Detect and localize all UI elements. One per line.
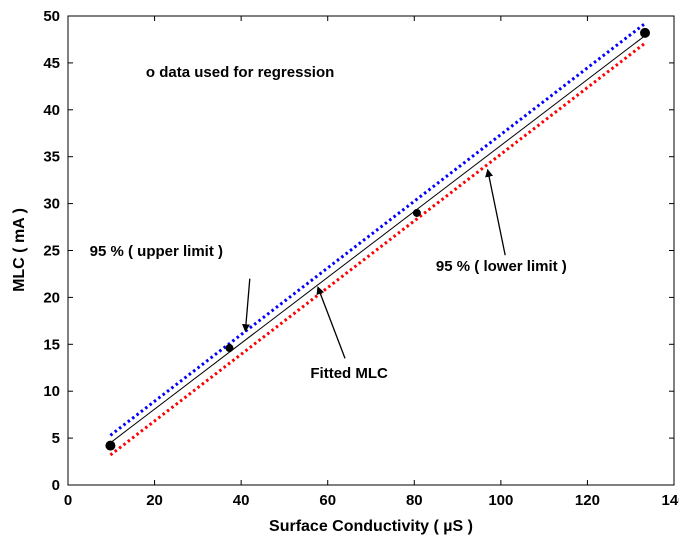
y-tick-label: 20 [43,289,60,306]
y-tick-label: 45 [43,55,60,72]
data-point [105,440,116,451]
annotation-label: 95 % ( upper limit ) [90,243,223,260]
annotation-arrow [241,278,251,333]
annotation-label: o data used for regression [146,64,334,81]
data-point [412,208,421,217]
y-tick-label: 30 [43,196,60,213]
x-tick-label: 140 [661,492,679,509]
fitted-mlc-line [110,35,646,444]
y-tick-label: 35 [43,149,60,166]
data-point [225,344,234,353]
y-axis-title: MLC ( mA ) [11,208,28,292]
x-tick-label: 100 [488,492,513,509]
y-tick-label: 40 [43,102,60,119]
series-layer [105,22,650,457]
y-tick-label: 10 [43,383,60,400]
y-tick-label: 50 [43,8,60,25]
y-tick-label: 5 [52,430,60,447]
y-tick-label: 15 [43,336,60,353]
x-tick-label: 80 [406,492,423,509]
x-tick-label: 20 [146,492,163,509]
x-axis-title: Surface Conductivity ( µS ) [269,518,473,535]
upper-limit-line [109,22,646,437]
lower-limit-line [109,42,646,457]
y-tick-label: 25 [43,243,60,260]
annotation-label: Fitted MLC [310,365,388,382]
annotation-label: 95 % ( lower limit ) [436,258,567,275]
x-tick-label: 60 [319,492,336,509]
y-tick-label: 0 [52,477,60,494]
data-point [639,27,650,38]
x-tick-label: 120 [575,492,600,509]
annotation-arrow [316,286,346,359]
annotation-arrow [485,168,506,256]
annotation-layer: o data used for regression 95 % ( upper l… [90,64,567,382]
x-axis: 0 20 40 60 80 100 120 140 [64,16,679,509]
y-axis: 0 5 10 15 20 25 30 35 40 45 50 [43,8,674,494]
x-tick-label: 40 [233,492,250,509]
x-tick-label: 0 [64,492,72,509]
